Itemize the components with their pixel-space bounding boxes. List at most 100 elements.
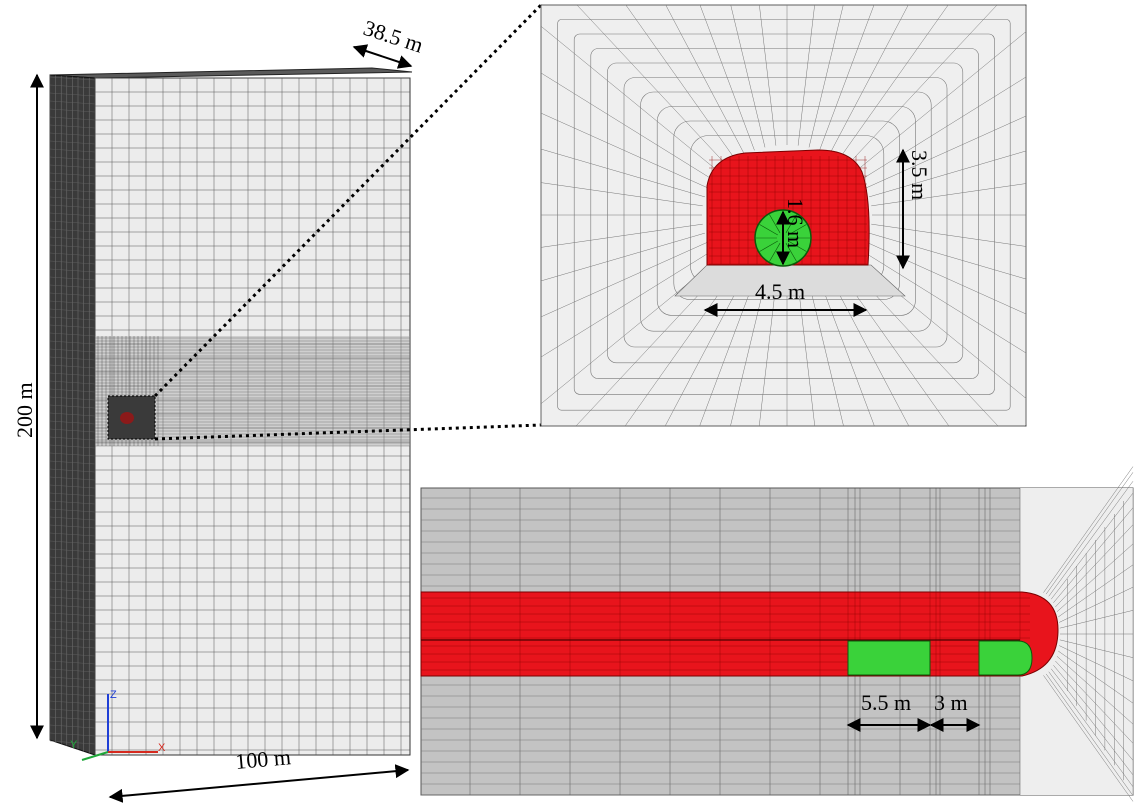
mesh-line [49, 172, 96, 177]
mesh-line [49, 508, 96, 513]
mesh-line [49, 124, 96, 129]
mesh-line [49, 700, 96, 705]
mesh-line [788, 224, 807, 236]
mesh-line [49, 180, 96, 185]
mesh-line [49, 364, 96, 369]
mesh-line [49, 588, 96, 593]
mesh-line [1055, 524, 1134, 608]
mesh-line [869, 232, 1027, 280]
mesh-line [49, 140, 96, 145]
mesh-line [49, 628, 96, 633]
mesh-line [49, 532, 96, 537]
mesh-line [625, 4, 736, 160]
mesh-line [49, 132, 96, 137]
mesh-line [49, 156, 96, 161]
mesh-line [49, 188, 96, 193]
mesh-line [1053, 507, 1134, 603]
mesh-line [49, 524, 96, 529]
mesh-line [49, 148, 96, 153]
zoom-region-box [107, 395, 156, 440]
mesh-line [49, 356, 96, 361]
mesh-line [49, 164, 96, 169]
mesh-line [49, 652, 96, 657]
mesh-line [788, 240, 807, 252]
mesh-line [860, 249, 1027, 354]
axis-y-label: Y [70, 739, 78, 751]
mesh-line [540, 249, 714, 358]
mesh-line [49, 516, 96, 521]
mesh-line [49, 412, 96, 417]
mesh-ring [607, 62, 964, 364]
mesh-line [49, 692, 96, 697]
height-label: 200 m [12, 382, 37, 438]
mesh-line [49, 396, 96, 401]
mesh-line [49, 316, 96, 321]
mesh-line [1056, 543, 1134, 612]
mesh-line [1050, 668, 1134, 776]
mesh-line [854, 31, 1027, 173]
mesh-line [49, 724, 96, 729]
mesh-line [49, 204, 96, 209]
mesh-line [49, 252, 96, 257]
mesh-line [829, 275, 910, 427]
mesh-line [49, 268, 96, 273]
mesh-line [49, 100, 96, 105]
mesh-line [730, 4, 766, 148]
mesh-line [797, 4, 815, 146]
mesh-line [49, 340, 96, 345]
mesh-line [540, 232, 705, 282]
mesh-line [49, 604, 96, 609]
mesh-line [49, 460, 96, 465]
mesh-line [49, 220, 96, 225]
mesh-line [49, 196, 96, 201]
pipe-segment-right [978, 640, 1033, 676]
mesh-line [49, 596, 96, 601]
mesh-line [49, 540, 96, 545]
mesh-line [49, 676, 96, 681]
tunnel-mark [120, 412, 134, 424]
mesh-line [49, 500, 96, 505]
mesh-line [860, 76, 1027, 181]
axis-triad: Z X Y [70, 689, 166, 761]
mesh-line [49, 228, 96, 233]
mesh-line [759, 4, 777, 146]
mesh-line [540, 148, 705, 198]
mesh-line [540, 112, 709, 189]
mesh-line [699, 4, 755, 151]
mesh-line [1059, 586, 1134, 623]
mesh-line [49, 420, 96, 425]
pipe-diameter-label: 1.6 m [783, 198, 808, 248]
mesh-line [540, 241, 709, 318]
tunnel-face-radial-mesh [1043, 466, 1134, 802]
tunnel-longitudinal-region [420, 591, 1059, 677]
width-arrow [108, 764, 410, 803]
mesh-line [1045, 472, 1134, 595]
mesh-line [49, 564, 96, 569]
mesh-line [540, 223, 703, 248]
mesh-line [49, 212, 96, 217]
mesh-line [49, 380, 96, 385]
mesh-line [1058, 650, 1134, 704]
mesh-line [1059, 639, 1134, 658]
mesh-line [1043, 675, 1134, 802]
mesh-line [49, 244, 96, 249]
mesh-line [576, 4, 728, 166]
mesh-line [49, 468, 96, 473]
mesh-line [49, 492, 96, 497]
mesh-ring [623, 77, 948, 348]
model-top-face [49, 67, 413, 79]
mesh-line [49, 476, 96, 481]
mesh-line [1045, 673, 1134, 796]
mesh-line [49, 636, 96, 641]
tunnel-width-label: 4.5 m [755, 279, 805, 304]
axis-x-label: X [158, 742, 166, 754]
mesh-line [49, 556, 96, 561]
depth-arrow [352, 44, 413, 69]
mesh-line [1059, 645, 1134, 682]
mesh-line [808, 4, 844, 148]
mesh-ring [540, 4, 1027, 427]
mesh-line [1050, 492, 1134, 600]
mesh-line [49, 84, 96, 89]
pipe-segment-left [847, 640, 931, 676]
